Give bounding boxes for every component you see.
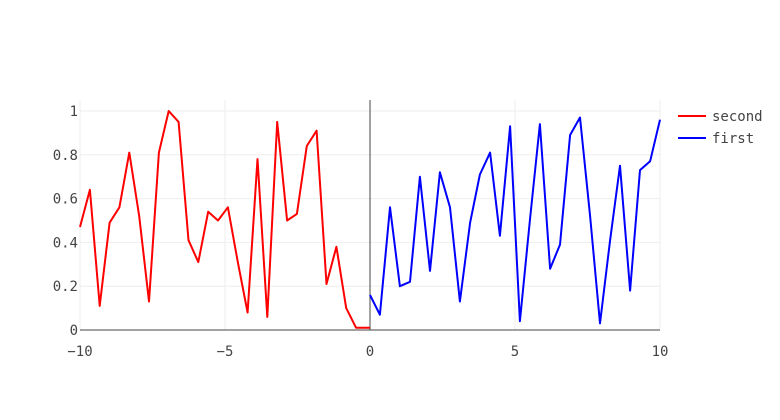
x-tick-label: −10: [67, 344, 92, 360]
y-tick-label: 1: [70, 104, 78, 120]
axes: [80, 100, 660, 331]
legend-label: second: [712, 109, 763, 125]
x-tick-label: 0: [366, 344, 374, 360]
series-lines: [79, 110, 661, 329]
x-tick-label: 5: [511, 344, 519, 360]
legend[interactable]: second first: [678, 109, 763, 147]
x-tick-label: −5: [217, 344, 234, 360]
series-line-second: [79, 110, 370, 329]
legend-item-first[interactable]: first: [678, 131, 754, 147]
legend-item-second[interactable]: second: [678, 109, 763, 125]
x-tick-label: 10: [652, 344, 669, 360]
tick-labels: −10 −5 0 5 10 0 0.2 0.4 0.6 0.8 1: [53, 104, 669, 360]
series-line-first: [369, 116, 661, 325]
y-tick-label: 0: [70, 323, 78, 339]
y-tick-label: 0.8: [53, 148, 78, 164]
y-tick-label: 0.2: [53, 279, 78, 295]
legend-label: first: [712, 131, 754, 147]
y-tick-label: 0.4: [53, 235, 78, 251]
y-tick-label: 0.6: [53, 192, 78, 208]
